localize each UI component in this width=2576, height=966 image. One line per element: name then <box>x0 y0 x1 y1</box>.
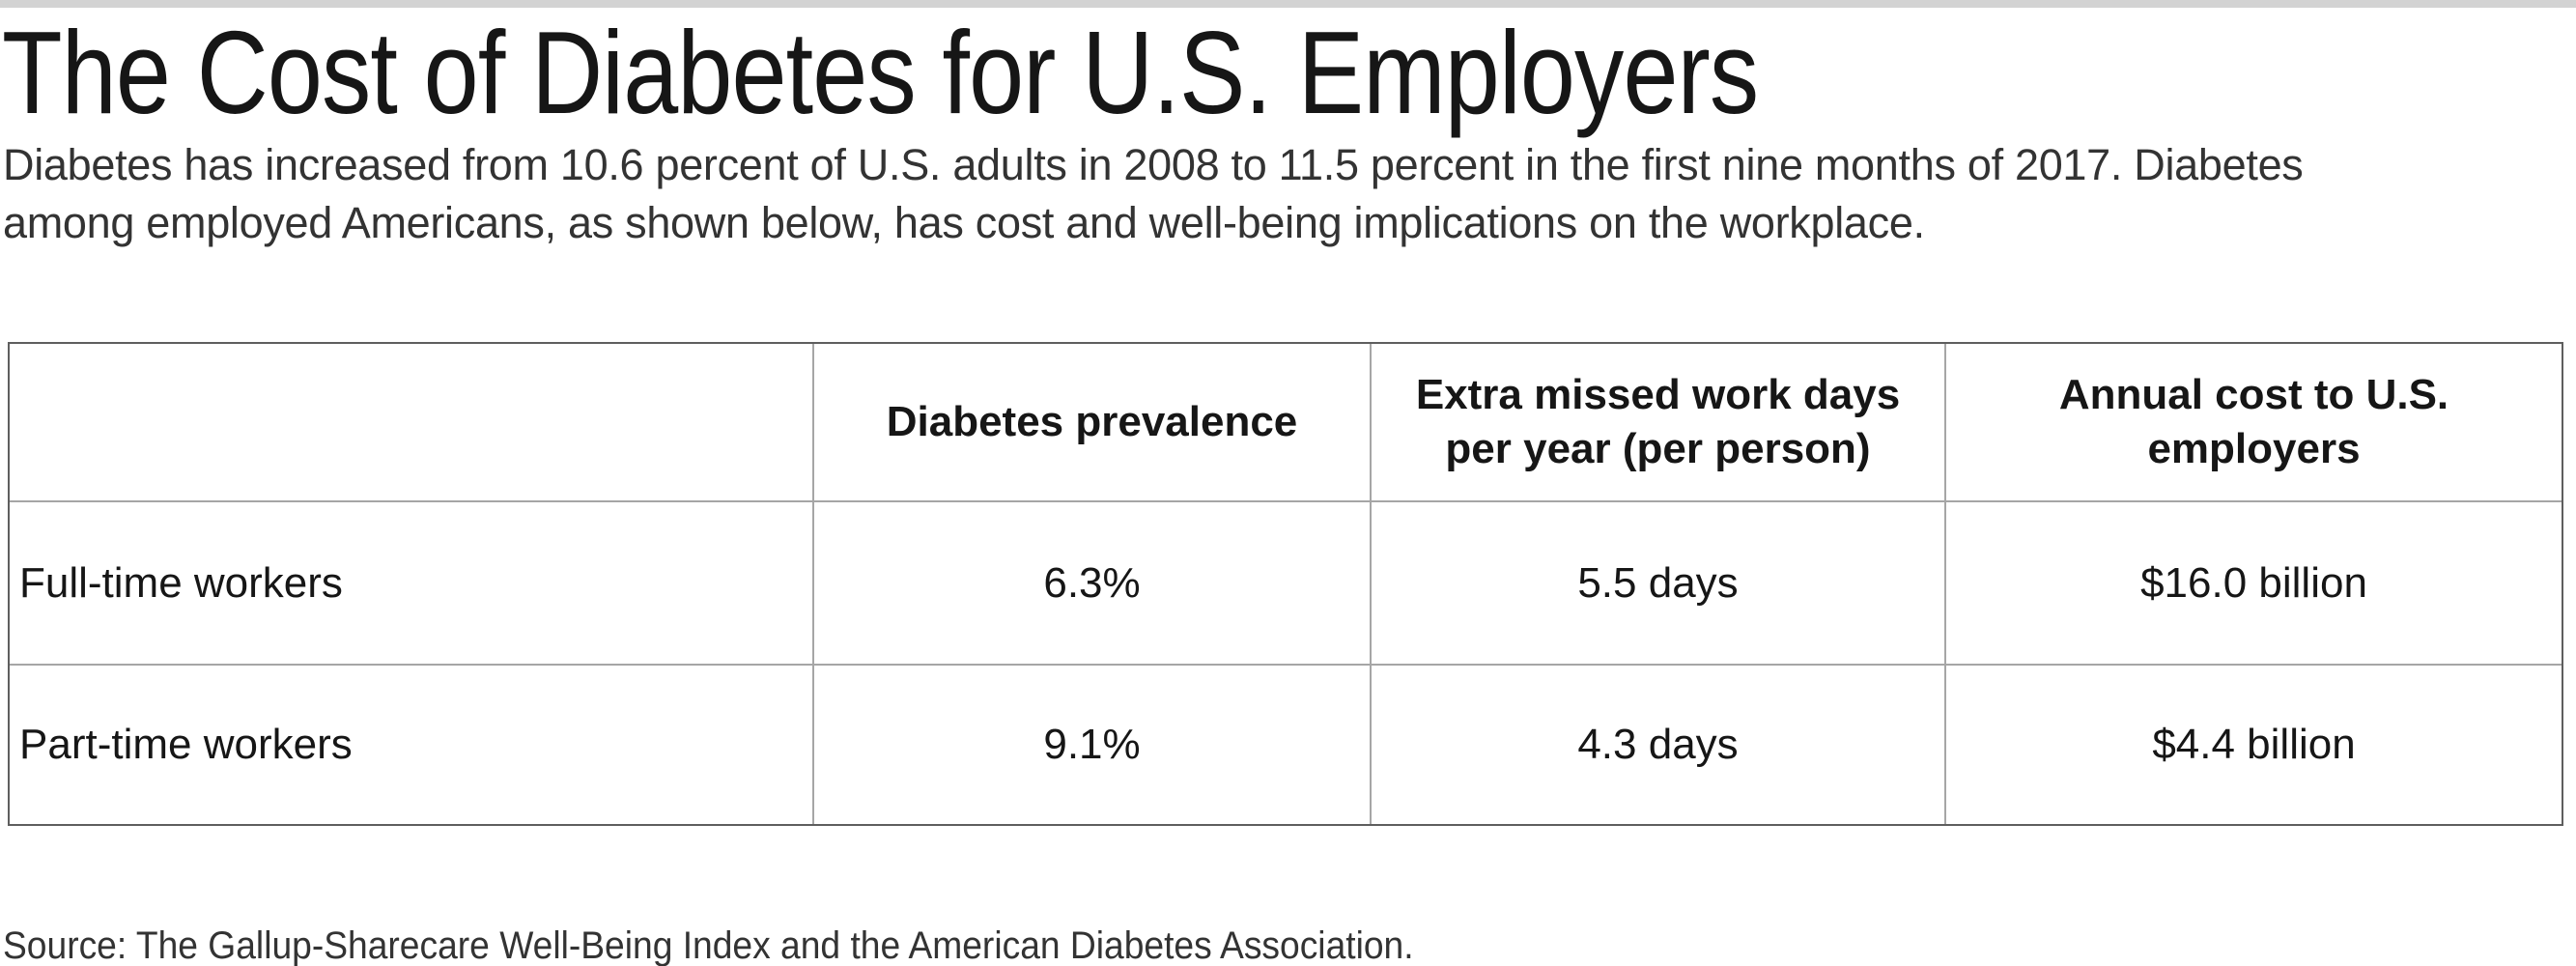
top-accent-bar <box>0 0 2576 8</box>
subtitle-line-2: among employed Americans, as shown below… <box>3 198 1925 247</box>
row-label-full-time-workers: Full-time workers <box>10 502 814 666</box>
row-label-part-time-workers: Part-time workers <box>10 666 814 824</box>
subtitle: Diabetes has increased from 10.6 percent… <box>3 136 2304 252</box>
column-header-annual-cost: Annual cost to U.S. employers <box>1946 344 2562 502</box>
cell-full-time-annual-cost: $16.0 billion <box>1946 502 2562 666</box>
cell-part-time-annual-cost: $4.4 billion <box>2152 721 2356 768</box>
data-table: Diabetes prevalence Extra missed work da… <box>8 342 2563 826</box>
page-title: The Cost of Diabetes for U.S. Employers <box>2 7 1759 138</box>
cell-full-time-prevalence: 6.3% <box>814 502 1372 666</box>
column-header-diabetes-prevalence: Diabetes prevalence <box>814 344 1372 502</box>
column-header-empty <box>10 344 814 502</box>
source-note: Source: The Gallup-Sharecare Well-Being … <box>3 924 1414 966</box>
column-header-extra-missed-work-days: Extra missed work days per year (per per… <box>1372 344 1946 502</box>
subtitle-line-1: Diabetes has increased from 10.6 percent… <box>3 140 2304 189</box>
cell-part-time-prevalence: 9.1% <box>814 666 1372 824</box>
cell-part-time-missed-days: 4.3 days <box>1372 666 1946 824</box>
cell-full-time-missed-days: 5.5 days <box>1372 502 1946 666</box>
